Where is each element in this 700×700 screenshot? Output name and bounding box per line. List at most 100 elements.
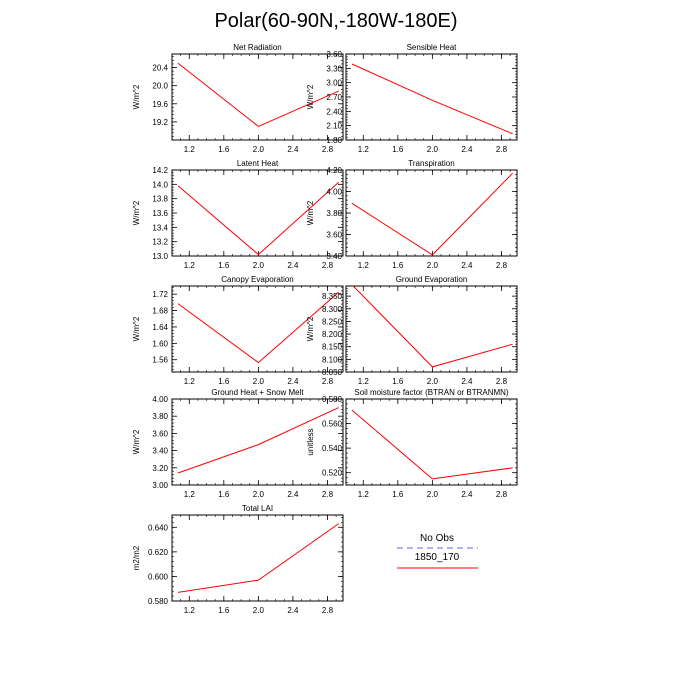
x-tick-label: 2.0 [253, 145, 265, 154]
x-tick-label: 1.6 [392, 145, 404, 154]
x-tick-label: 2.8 [322, 490, 334, 499]
series-line-1850-170 [352, 286, 513, 368]
panel-title: Total LAI [242, 504, 273, 513]
panel-canopy-evaporation: Canopy Evaporation W/m^2 1.2 1.6 2.0 2.4 2.8 1.… [132, 275, 344, 386]
y-axis-label: W/m^2 [132, 316, 141, 341]
y-tick-label: 3.60 [152, 429, 168, 438]
y-tick-label: 1.64 [152, 323, 168, 332]
x-tick-label: 2.8 [322, 606, 334, 615]
y-tick-label: 13.4 [152, 223, 168, 232]
x-tick-label: 1.6 [218, 377, 230, 386]
y-tick-label: 0.580 [322, 395, 343, 404]
x-tick-label: 1.2 [184, 145, 196, 154]
panel-title: Ground Evaporation [396, 275, 468, 284]
x-tick-label: 1.6 [218, 261, 230, 270]
y-tick-label: 3.60 [326, 231, 342, 240]
x-tick-label: 2.8 [322, 145, 334, 154]
y-tick-label: 8.200 [322, 330, 343, 339]
x-tick-label: 1.2 [358, 490, 370, 499]
x-tick-label: 1.2 [184, 261, 196, 270]
x-tick-label: 1.2 [358, 261, 370, 270]
x-tick-label: 2.0 [253, 377, 265, 386]
y-tick-label: 1.56 [152, 356, 168, 365]
y-tick-label: 8.050 [322, 368, 343, 377]
panel-title: Net Radiation [233, 43, 281, 52]
plot-frame [171, 398, 344, 486]
series-line-1850-170 [351, 172, 514, 256]
x-tick-label: 2.4 [461, 377, 473, 386]
x-tick-label: 2.8 [322, 261, 334, 270]
series-line-1850-170 [177, 62, 339, 127]
x-tick-label: 2.0 [427, 490, 439, 499]
panel-ground-heat-snow-melt: Ground Heat + Snow Melt W/m^2 1.2 1.6 2.0 2.4… [132, 388, 344, 499]
panel-title: Canopy Evaporation [221, 275, 294, 284]
series-line-1850-170 [351, 409, 513, 480]
y-tick-label: 3.30 [326, 64, 342, 73]
x-tick-label: 2.0 [427, 377, 439, 386]
y-axis-label: m2/m2 [132, 545, 141, 570]
panel-title: Sensible Heat [407, 43, 458, 52]
y-tick-label: 2.10 [326, 122, 342, 131]
y-axis-label: W/m^2 [306, 200, 315, 225]
legend: No Obs 1850_170 [397, 533, 478, 569]
panel-title: Latent Heat [237, 159, 279, 168]
y-tick-label: 3.80 [326, 209, 342, 218]
x-tick-label: 2.4 [287, 490, 299, 499]
y-tick-label: 3.60 [326, 50, 342, 59]
x-tick-label: 2.4 [287, 261, 299, 270]
y-tick-label: 0.600 [148, 572, 169, 581]
series-line-1850-170 [177, 523, 339, 593]
page-title: Polar(60-90N,-180W-180E) [214, 10, 457, 32]
plot-frame [171, 285, 344, 373]
panel-title: Soil moisture factor (BTRAN or BTRANMN) [354, 388, 509, 397]
y-tick-label: 1.72 [152, 290, 168, 299]
panel-latent-heat: Latent Heat W/m^2 1.2 1.6 2.0 2.4 2.8 13.0 13.2 1… [132, 159, 344, 270]
y-tick-label: 19.2 [152, 118, 168, 127]
y-tick-label: 20.0 [152, 82, 168, 91]
y-axis-label: W/m^2 [132, 200, 141, 225]
x-tick-label: 1.2 [184, 490, 196, 499]
y-tick-label: 13.6 [152, 209, 168, 218]
legend-label-no-obs: No Obs [420, 533, 454, 544]
plot-frame [345, 169, 518, 257]
y-tick-label: 2.70 [326, 93, 342, 102]
x-tick-label: 2.4 [461, 261, 473, 270]
plot-frame [171, 53, 344, 141]
y-tick-label: 0.580 [148, 597, 169, 606]
x-tick-label: 2.8 [496, 377, 508, 386]
y-tick-label: 14.2 [152, 166, 168, 175]
y-tick-label: 19.6 [152, 100, 168, 109]
y-axis-label: W/m^2 [132, 429, 141, 454]
x-tick-label: 2.4 [461, 145, 473, 154]
panel-soil-moisture-factor-btran-or-btranmn: Soil moisture factor (BTRAN or BTRANMN) u… [306, 388, 518, 499]
y-tick-label: 4.20 [326, 166, 342, 175]
series-line-1850-170 [351, 63, 513, 135]
y-tick-label: 8.250 [322, 317, 343, 326]
y-tick-label: 8.100 [322, 355, 343, 364]
y-tick-label: 13.2 [152, 238, 168, 247]
x-tick-label: 1.2 [184, 606, 196, 615]
y-tick-label: 3.40 [152, 447, 168, 456]
series-line-1850-170 [177, 291, 340, 364]
y-axis-label: W/m^2 [306, 84, 315, 109]
x-tick-label: 1.6 [218, 145, 230, 154]
x-tick-label: 2.0 [427, 145, 439, 154]
plot-frame [171, 169, 344, 257]
panel-title: Transpiration [408, 159, 454, 168]
y-axis-label: W/m^2 [306, 316, 315, 341]
legend-label-1850-170: 1850_170 [415, 552, 460, 563]
y-tick-label: 3.00 [152, 481, 168, 490]
x-tick-label: 1.2 [358, 145, 370, 154]
y-tick-label: 3.20 [152, 464, 168, 473]
x-tick-label: 2.0 [253, 490, 265, 499]
y-tick-label: 8.150 [322, 343, 343, 352]
y-tick-label: 0.540 [322, 444, 343, 453]
x-tick-label: 2.0 [253, 261, 265, 270]
x-tick-label: 1.6 [392, 377, 404, 386]
panels-group: Net Radiation W/m^2 1.2 1.6 2.0 2.4 2.8 19.2 19.… [132, 43, 518, 615]
x-tick-label: 1.6 [392, 261, 404, 270]
plot-frame [345, 53, 518, 141]
